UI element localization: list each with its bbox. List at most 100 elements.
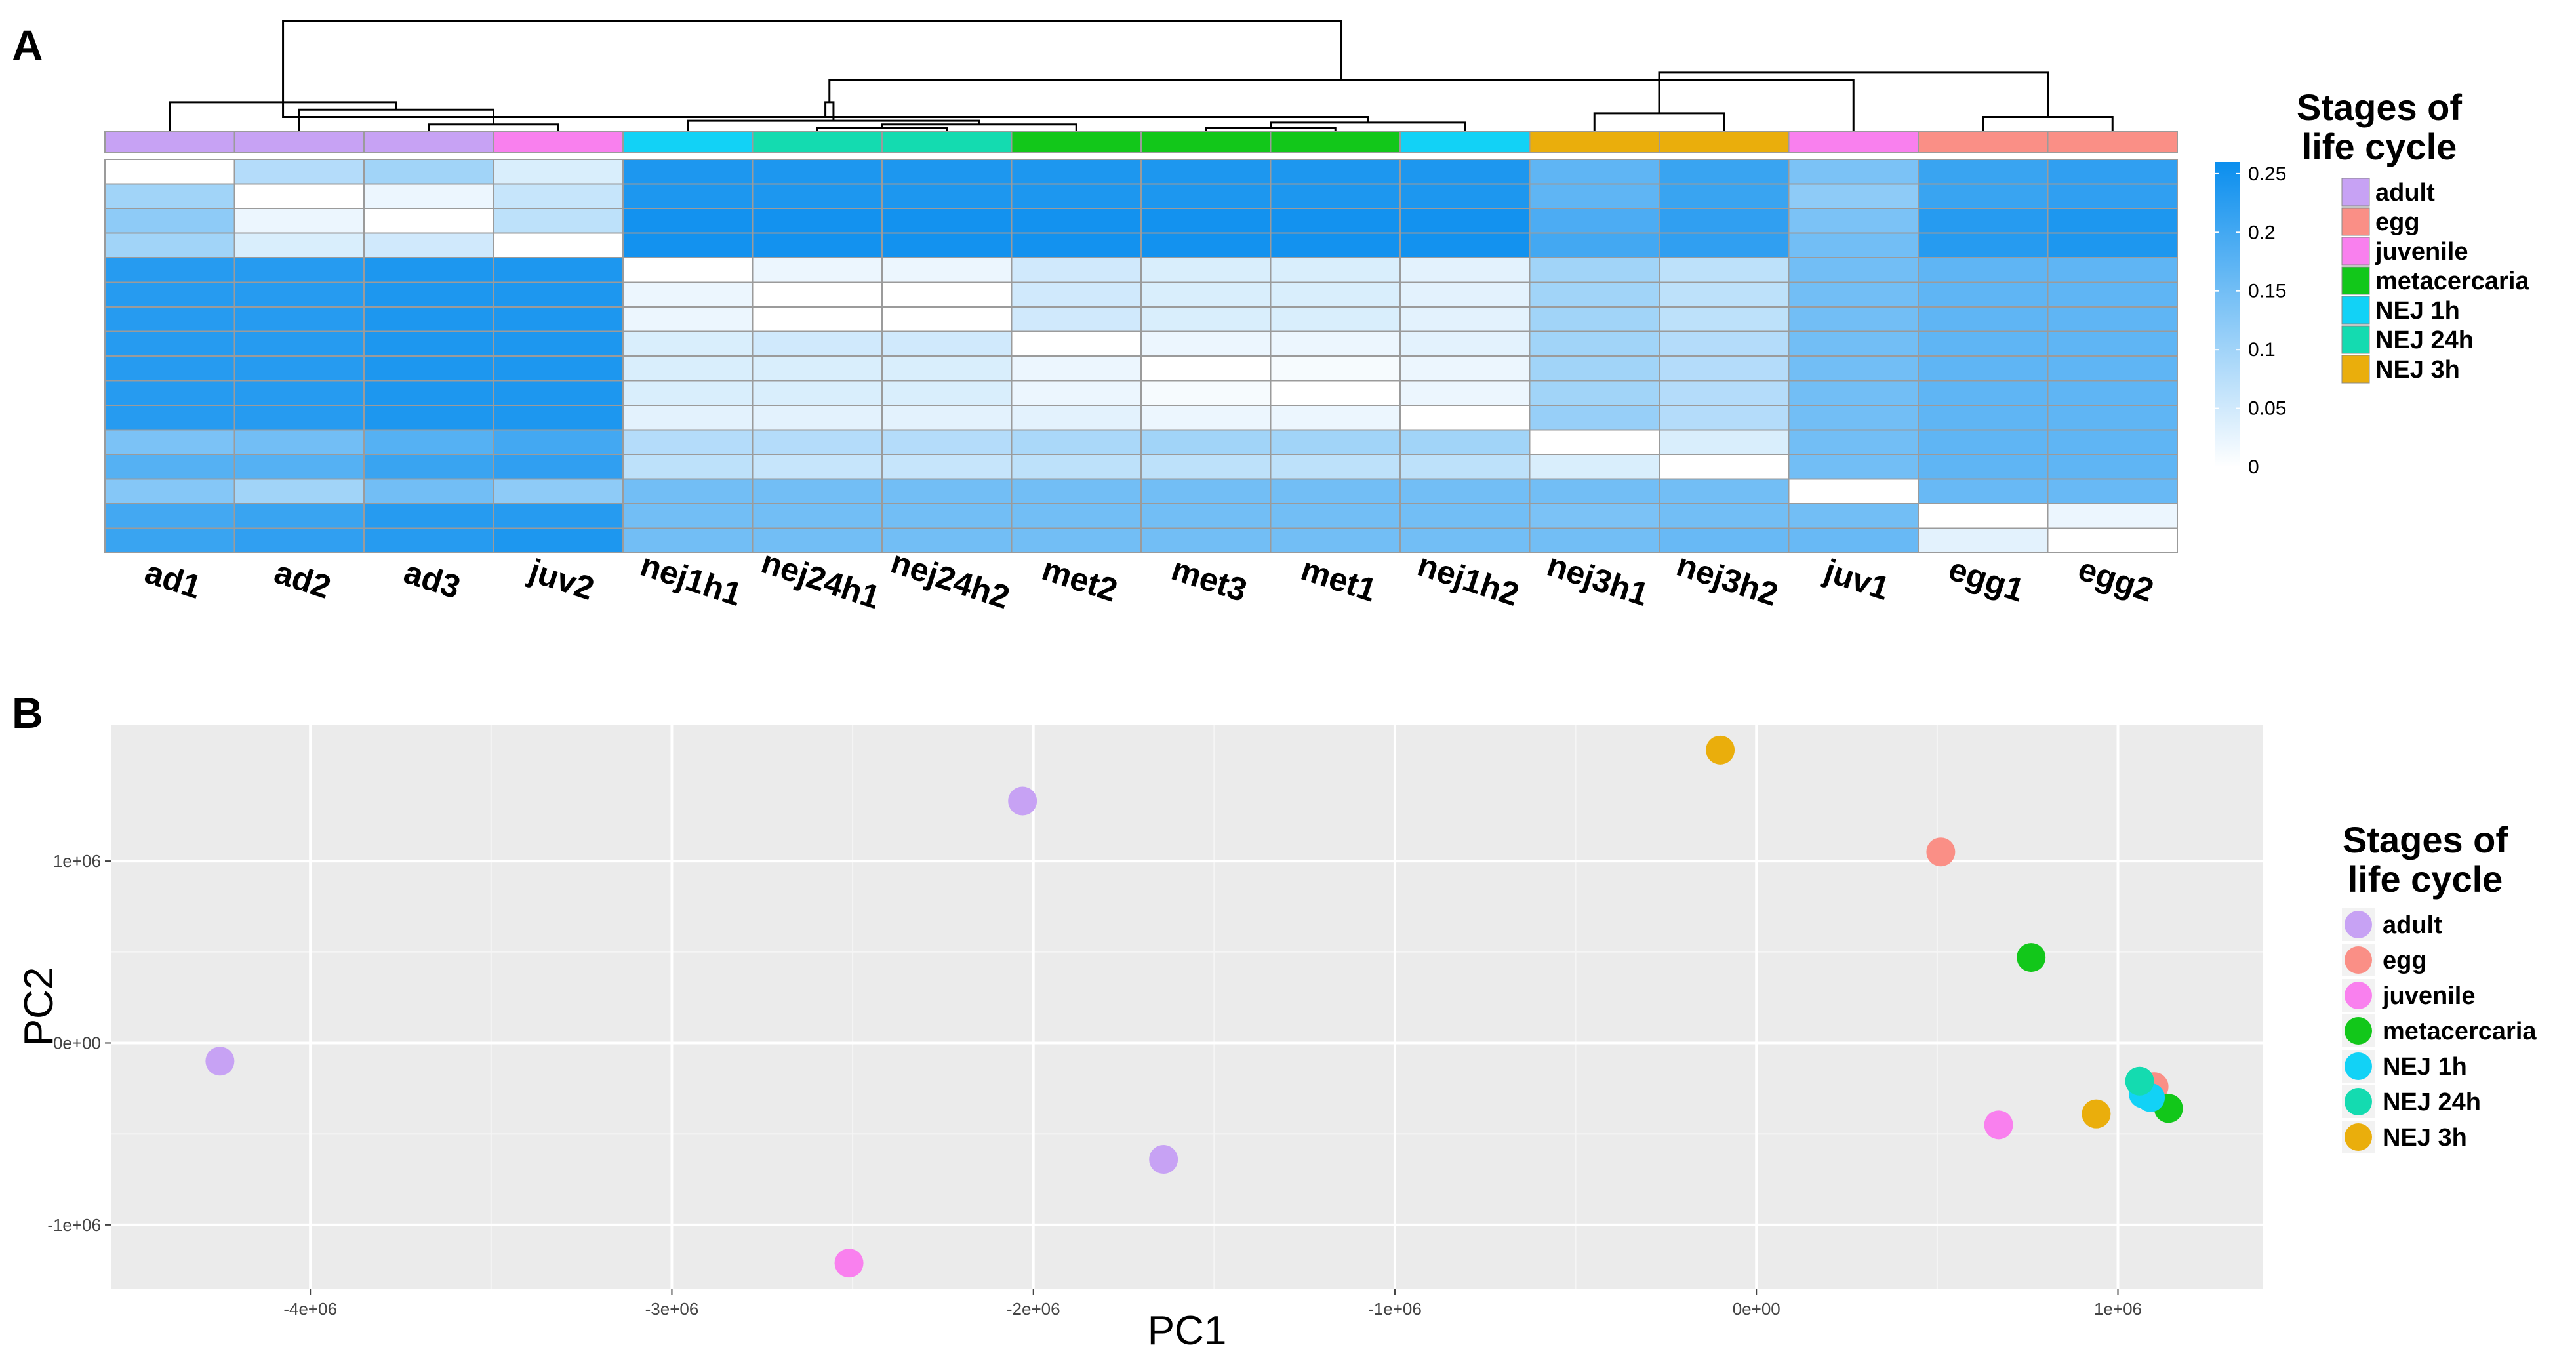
heatmap-cell: [1140, 183, 1272, 209]
color-scale: 0 0.05 0.1 0.15 0.2 0.25: [2215, 162, 2286, 478]
heatmap-cell: [1270, 478, 1401, 504]
heatmap-cell: [493, 232, 624, 258]
heatmap-cell: [622, 232, 754, 258]
heatmap-cell: [493, 208, 624, 234]
heatmap-cell: [622, 208, 754, 234]
heatmap-cell: [1788, 527, 1919, 553]
heatmap-cell: [1140, 527, 1272, 553]
heatmap-cell: [752, 429, 883, 455]
heatmap-cell: [1011, 380, 1142, 406]
heatmap-cell: [493, 380, 624, 406]
legend-a-item: egg: [2375, 209, 2420, 236]
heatmap-cell: [363, 503, 494, 529]
legend-a-item: metacercaria: [2375, 268, 2529, 295]
heatmap-cell: [752, 232, 883, 258]
heatmap-cell: [1659, 232, 1790, 258]
heatmap-cell: [1659, 478, 1790, 504]
heatmap-cell: [622, 257, 754, 283]
legend-b-key-point: [2345, 982, 2372, 1009]
heatmap-cell: [1659, 503, 1790, 529]
color-scale-tick-label: 0.15: [2248, 281, 2286, 302]
color-scale-tick-label: 0.25: [2248, 163, 2286, 185]
heatmap-cell: [1270, 183, 1401, 209]
column-label: egg2: [2074, 550, 2158, 609]
plot-background: [111, 725, 2263, 1289]
heatmap-cell: [493, 405, 624, 431]
heatmap-cell: [622, 330, 754, 357]
dendrogram-link: [687, 119, 980, 132]
heatmap-cell: [752, 355, 883, 382]
legend-b-item: juvenile: [2382, 982, 2476, 1010]
heatmap-cell: [1918, 159, 2049, 185]
heatmap-cell: [1140, 159, 1272, 185]
heatmap-cell: [1659, 454, 1790, 480]
heatmap-cell: [1918, 281, 2049, 308]
legend-a-swatch: [2341, 207, 2370, 236]
heatmap-cell: [1140, 232, 1272, 258]
legend-b-title-line1: Stages of: [2343, 819, 2508, 860]
scatter-point: [1008, 786, 1037, 816]
heatmap-cell: [1270, 503, 1401, 529]
heatmap-cell: [1788, 208, 1919, 234]
heatmap-cell: [622, 527, 754, 553]
heatmap-cell: [1270, 429, 1401, 455]
heatmap-cell: [363, 232, 494, 258]
column-label: met3: [1167, 550, 1251, 609]
x-tick-label: 0e+00: [1733, 1299, 1781, 1319]
heatmap-cell: [233, 380, 365, 406]
heatmap-cell: [104, 159, 235, 185]
heatmap-cell: [363, 454, 494, 480]
annotation-cell: [1270, 131, 1401, 153]
dendrogram-link: [282, 102, 1369, 123]
heatmap-cell: [1140, 281, 1272, 308]
heatmap-cell: [881, 281, 1013, 308]
heatmap-cell: [1011, 330, 1142, 357]
legend-b-item: NEJ 1h: [2383, 1053, 2467, 1081]
heatmap-cell: [493, 257, 624, 283]
heatmap-cell: [1529, 478, 1660, 504]
heatmap-cell: [104, 478, 235, 504]
scatter-point: [205, 1047, 235, 1076]
heatmap-cell: [1399, 257, 1531, 283]
heatmap-cell: [1011, 281, 1142, 308]
heatmap-cell: [493, 503, 624, 529]
heatmap-cell: [881, 232, 1013, 258]
heatmap-cell: [1918, 330, 2049, 357]
heatmap-cell: [1140, 355, 1272, 382]
heatmap-cell: [1659, 527, 1790, 553]
heatmap-cell: [2047, 503, 2178, 529]
heatmap-cell: [1788, 478, 1919, 504]
heatmap-cell: [881, 527, 1013, 553]
legend-a-item: adult: [2375, 179, 2435, 207]
heatmap-cell: [1529, 330, 1660, 357]
heatmap-cell: [2047, 281, 2178, 308]
scatter-panel: -4e+06 -3e+06 -2e+06 -1e+06 0e+00 1e+06 -1e+06…: [16, 725, 2537, 1353]
heatmap-cell: [1918, 355, 2049, 382]
color-scale-tick-label: 0.2: [2248, 222, 2276, 243]
heatmap-cell: [1918, 208, 2049, 234]
heatmap-cell: [881, 454, 1013, 480]
heatmap-cell: [1399, 527, 1531, 553]
heatmap-cell: [2047, 306, 2178, 332]
heatmap-cell: [233, 257, 365, 283]
heatmap-cell: [1659, 405, 1790, 431]
heatmap-cell: [1270, 232, 1401, 258]
heatmap-cell: [233, 503, 365, 529]
heatmap-cell: [752, 159, 883, 185]
heatmap-cell: [1399, 183, 1531, 209]
heatmap-cell: [233, 355, 365, 382]
x-tick-label: -3e+06: [645, 1299, 699, 1319]
legend-b-key-point: [2345, 946, 2372, 974]
heatmap-cell: [2047, 429, 2178, 455]
heatmap-cell: [1399, 380, 1531, 406]
heatmap-cell: [1011, 503, 1142, 529]
heatmap-cell: [1140, 208, 1272, 234]
heatmap-cell: [1659, 257, 1790, 283]
heatmap-cell: [881, 478, 1013, 504]
heatmap-cell: [1270, 527, 1401, 553]
heatmap-cell: [752, 208, 883, 234]
heatmap-cell: [104, 257, 235, 283]
heatmap-cell: [881, 429, 1013, 455]
heatmap-cell: [622, 478, 754, 504]
scatter-point: [2082, 1099, 2111, 1129]
